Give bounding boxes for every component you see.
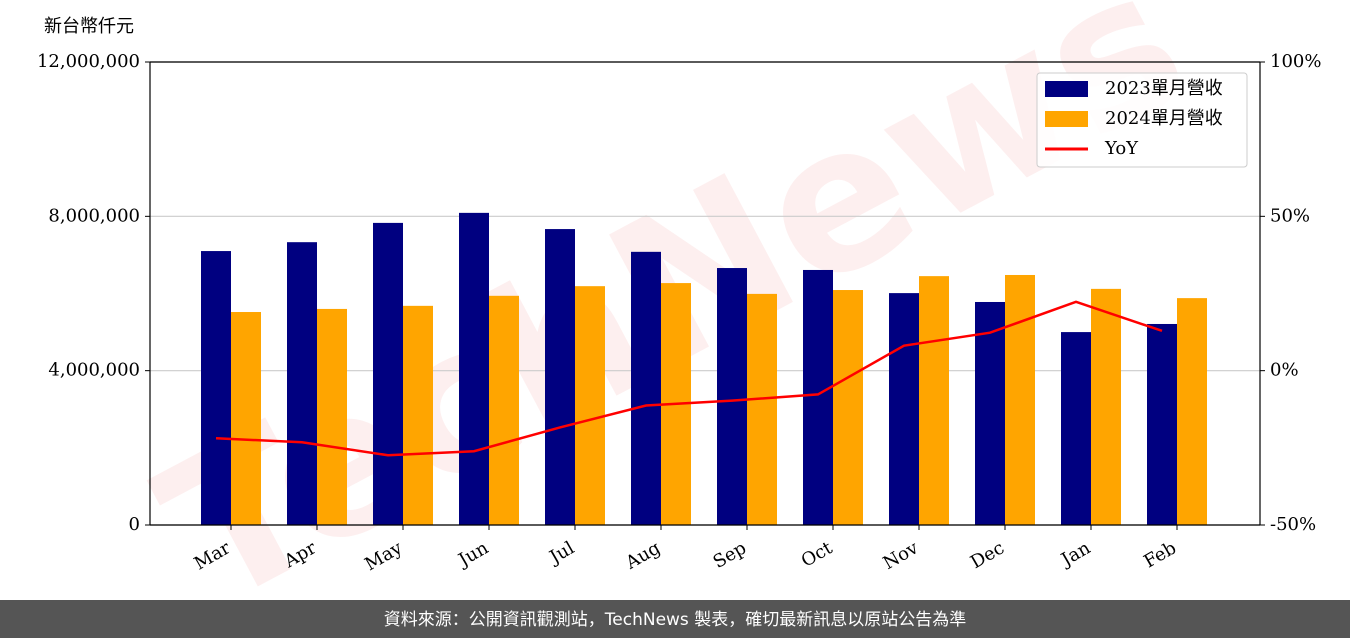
y-tick-label: 12,000,000 bbox=[37, 51, 140, 72]
bar bbox=[545, 229, 575, 525]
bar bbox=[747, 293, 777, 525]
x-tick-label: Jan bbox=[1056, 537, 1094, 571]
bar bbox=[919, 276, 949, 525]
bar bbox=[975, 301, 1005, 525]
x-tick-label: Aug bbox=[621, 537, 664, 574]
bar bbox=[889, 293, 919, 525]
bar bbox=[459, 212, 489, 525]
bar bbox=[575, 286, 605, 525]
bar bbox=[317, 308, 347, 525]
y2-tick-label: 50% bbox=[1270, 205, 1310, 226]
bar bbox=[1147, 323, 1177, 525]
y2-tick-label: 100% bbox=[1270, 51, 1321, 72]
source-note: 資料來源：公開資訊觀測站，TechNews 製表，確切最新訊息以原站公告為準 bbox=[384, 610, 966, 630]
bar bbox=[403, 305, 433, 525]
x-tick-label: Sep bbox=[710, 537, 750, 572]
legend-label: 2024單月營收 bbox=[1105, 108, 1223, 129]
y-tick-label: 4,000,000 bbox=[48, 360, 140, 381]
x-tick-label: Nov bbox=[880, 537, 923, 574]
y-tick-label: 0 bbox=[129, 514, 140, 535]
legend-box bbox=[1036, 72, 1248, 168]
footer bbox=[0, 600, 1350, 638]
y2-tick-label: 0% bbox=[1270, 360, 1299, 381]
legend-swatch bbox=[1045, 111, 1088, 127]
bar bbox=[1091, 288, 1121, 525]
bar bbox=[1061, 332, 1091, 525]
y-axis-label: 新台幣仟元 bbox=[44, 16, 134, 37]
bar bbox=[1005, 274, 1035, 525]
x-tick-label: Dec bbox=[967, 537, 1008, 573]
bar bbox=[287, 242, 317, 525]
bar bbox=[489, 295, 519, 525]
bar bbox=[373, 222, 403, 525]
x-tick-label: Oct bbox=[798, 537, 837, 572]
x-tick-label: Feb bbox=[1140, 537, 1180, 572]
x-tick-label: Jun bbox=[453, 537, 492, 572]
bar bbox=[231, 312, 261, 525]
legend-label: 2023單月營收 bbox=[1105, 78, 1223, 99]
line bbox=[215, 300, 1163, 457]
bar bbox=[1177, 298, 1207, 525]
legend-label: YoY bbox=[1104, 138, 1139, 159]
y2-tick-label: -50% bbox=[1270, 514, 1316, 535]
x-tick-label: Jul bbox=[544, 537, 578, 569]
bar bbox=[631, 251, 661, 525]
bar bbox=[803, 269, 833, 525]
legend-swatch bbox=[1045, 81, 1088, 97]
bar bbox=[717, 268, 747, 525]
bar bbox=[201, 251, 231, 525]
bar bbox=[833, 290, 863, 525]
y-tick-label: 8,000,000 bbox=[48, 205, 140, 226]
